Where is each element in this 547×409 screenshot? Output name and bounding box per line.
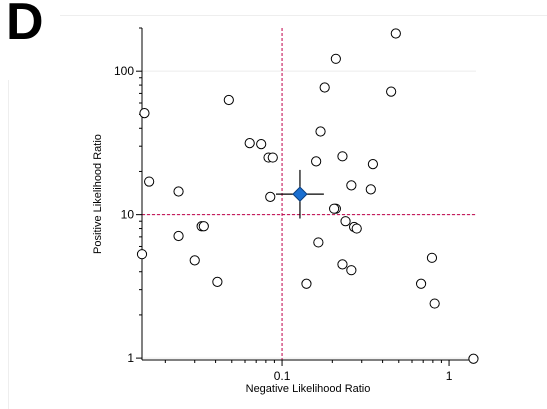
frame-left-line <box>8 80 9 409</box>
study-point <box>189 255 200 266</box>
study-point <box>337 259 348 270</box>
study-point <box>319 82 330 93</box>
study-point <box>223 94 234 106</box>
study-point <box>340 216 351 227</box>
study-point <box>173 186 184 197</box>
study-point <box>173 230 184 242</box>
study-point <box>139 108 150 119</box>
study-point <box>301 278 312 289</box>
study-point <box>311 156 322 167</box>
frame-top-line <box>60 15 547 16</box>
summary-estimate <box>276 169 324 219</box>
data-points <box>136 28 479 364</box>
y-tick-label: 100 <box>114 64 134 78</box>
study-point <box>329 203 340 214</box>
study-point <box>468 353 479 364</box>
panel-label: D <box>6 0 44 51</box>
study-point <box>337 151 348 162</box>
study-point <box>244 138 255 149</box>
x-tick-label: 0.1 <box>274 369 291 383</box>
y-tick-label: 10 <box>121 208 135 222</box>
study-point <box>429 298 440 309</box>
study-point <box>426 252 438 263</box>
study-point <box>265 191 276 202</box>
y-tick-label: 1 <box>127 351 134 365</box>
study-point <box>346 265 357 276</box>
study-point <box>267 152 278 163</box>
study-point <box>386 86 397 97</box>
study-point <box>256 139 267 150</box>
axes: 1 10 100 0.1 1 <box>114 27 476 383</box>
study-point <box>351 223 362 234</box>
study-point <box>365 184 376 195</box>
study-point <box>367 159 379 170</box>
x-tick-label: 1 <box>446 369 453 383</box>
summary-diamond <box>292 186 308 202</box>
study-point <box>330 53 341 64</box>
study-point <box>313 237 324 248</box>
study-point <box>390 28 401 39</box>
study-point <box>346 180 357 191</box>
study-point <box>415 278 427 289</box>
study-point <box>136 249 148 260</box>
study-point <box>198 221 209 232</box>
study-point <box>315 126 326 137</box>
study-point <box>212 276 223 287</box>
study-point <box>144 176 155 187</box>
x-axis-label: Negative Likelihood Ratio <box>246 383 371 395</box>
y-axis-label: Positive Likelihood Ratio <box>92 134 104 254</box>
